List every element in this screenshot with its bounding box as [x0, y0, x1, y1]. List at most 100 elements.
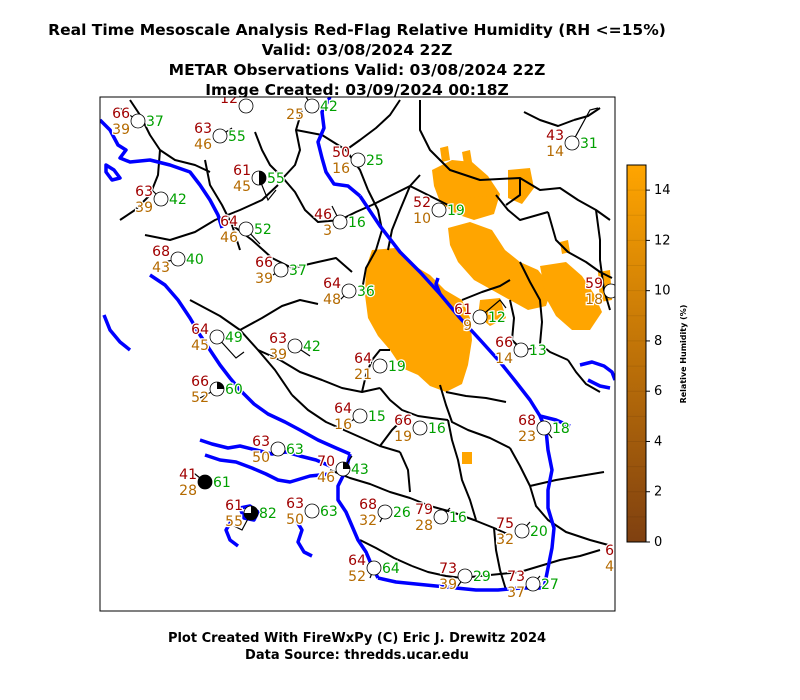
- station-temperature: 66: [495, 335, 513, 351]
- station-temperature: 68: [359, 497, 377, 513]
- station-temperature: 68: [152, 244, 170, 260]
- station-dewpoint: 21: [354, 367, 372, 383]
- sky-cover-circle: [342, 284, 356, 298]
- station-dewpoint: 16: [332, 161, 350, 177]
- station-temperature: 75: [496, 516, 514, 532]
- station-dewpoint: 32: [496, 532, 514, 548]
- station-rh: 12: [488, 310, 506, 326]
- sky-cover-circle: [305, 99, 319, 113]
- station-temperature: 63: [252, 434, 270, 450]
- station-rh: 55: [267, 171, 285, 187]
- station-temperature: 52: [413, 195, 431, 211]
- sky-cover-circle: [154, 192, 168, 206]
- station-dewpoint: 52: [191, 390, 209, 406]
- sky-cover-circle: [213, 129, 227, 143]
- station-rh: 27: [541, 577, 559, 593]
- station-dewpoint: 16: [334, 417, 352, 433]
- station-rh: 63: [286, 442, 304, 458]
- station-dewpoint: 39: [112, 122, 130, 138]
- sky-cover-circle: [473, 310, 487, 324]
- station-dewpoint: 45: [191, 338, 209, 354]
- station-rh: 61: [213, 475, 231, 491]
- sky-cover-circle: [378, 505, 392, 519]
- station-rh: 19: [447, 203, 465, 219]
- station-rh: 60: [225, 382, 243, 398]
- sky-cover-circle: [351, 153, 365, 167]
- sky-cover-circle: [367, 561, 381, 575]
- station-dewpoint: 50: [252, 450, 270, 466]
- sky-cover-circle: [615, 551, 629, 565]
- station-rh: 29: [473, 569, 491, 585]
- footer: Plot Created With FireWxPy (C) Eric J. D…: [0, 630, 714, 664]
- sky-cover-circle: [514, 343, 528, 357]
- station-dewpoint: 3: [323, 223, 332, 239]
- station-temperature: 73: [507, 569, 525, 585]
- colorbar-tick-label: 12: [654, 233, 671, 248]
- station-rh: 64: [382, 561, 400, 577]
- station-temperature: 63: [269, 331, 287, 347]
- station-dewpoint: 43: [152, 260, 170, 276]
- station-dewpoint: 55: [225, 514, 243, 530]
- colorbar-tick-label: 6: [654, 384, 662, 399]
- station-rh: 37: [289, 263, 307, 279]
- station-dewpoint: 46: [220, 230, 238, 246]
- sky-cover-circle: [131, 114, 145, 128]
- station-temperature: 64: [323, 276, 341, 292]
- colorbar-tick-label: 0: [654, 535, 662, 550]
- station-rh: 16: [428, 421, 446, 437]
- sky-cover-circle: [537, 421, 551, 435]
- sky-cover-circle: [353, 409, 367, 423]
- station-rh: 15: [368, 409, 386, 425]
- station-rh: 16: [348, 215, 366, 231]
- station-dewpoint: 52: [348, 569, 366, 585]
- sky-cover-circle: [274, 263, 288, 277]
- sky-cover-circle: [458, 569, 472, 583]
- station-rh: 37: [146, 114, 164, 130]
- station-dewpoint: 37: [507, 585, 525, 601]
- sky-cover-circle: [239, 222, 253, 236]
- colorbar-label: Relative Humidity (%): [679, 305, 688, 404]
- station-temperature: 64: [348, 553, 366, 569]
- sky-cover-circle: [526, 577, 540, 591]
- station-temperature: 64: [334, 401, 352, 417]
- station-rh: 18: [552, 421, 570, 437]
- sky-cover-circle: [171, 252, 185, 266]
- station-rh: 42: [303, 339, 321, 355]
- station-temperature: 63: [135, 184, 153, 200]
- station-temperature: 41: [179, 467, 197, 483]
- station-temperature: 6: [605, 543, 614, 559]
- station-plot: 64: [605, 543, 629, 575]
- footer-credit: Plot Created With FireWxPy (C) Eric J. D…: [0, 630, 714, 647]
- station-dewpoint: 39: [269, 347, 287, 363]
- station-rh: 25: [366, 153, 384, 169]
- station-dewpoint: 48: [323, 292, 341, 308]
- sky-cover-circle: [413, 421, 427, 435]
- sky-cover-circle: [288, 339, 302, 353]
- station-temperature: 68: [518, 413, 536, 429]
- station-rh: 49: [225, 330, 243, 346]
- station-dewpoint: 14: [546, 144, 564, 160]
- station-temperature: 73: [439, 561, 457, 577]
- station-rh: 55: [228, 129, 246, 145]
- station-rh: 40: [186, 252, 204, 268]
- sky-cover-circle: [434, 510, 448, 524]
- station-dewpoint: 4: [605, 559, 614, 575]
- station-temperature: 61: [454, 302, 472, 318]
- station-dewpoint: 45: [233, 179, 251, 195]
- station-dewpoint: 46: [194, 137, 212, 153]
- sky-cover-circle: [565, 136, 579, 150]
- station-dewpoint: 25: [286, 107, 304, 123]
- station-dewpoint: 39: [439, 577, 457, 593]
- station-rh: 63: [320, 504, 338, 520]
- station-rh: 16: [449, 510, 467, 526]
- colorbar-tick-label: 8: [654, 334, 662, 349]
- station-temperature: 63: [286, 496, 304, 512]
- station-dewpoint: 18: [585, 292, 603, 308]
- station-dewpoint: 9: [463, 318, 472, 334]
- station-temperature: 66: [191, 374, 209, 390]
- colorbar-tick-label: 10: [654, 284, 671, 299]
- station-temperature: 61: [233, 163, 251, 179]
- station-dewpoint: 32: [359, 513, 377, 529]
- station-rh: 82: [259, 506, 277, 522]
- colorbar-gradient: [627, 165, 646, 542]
